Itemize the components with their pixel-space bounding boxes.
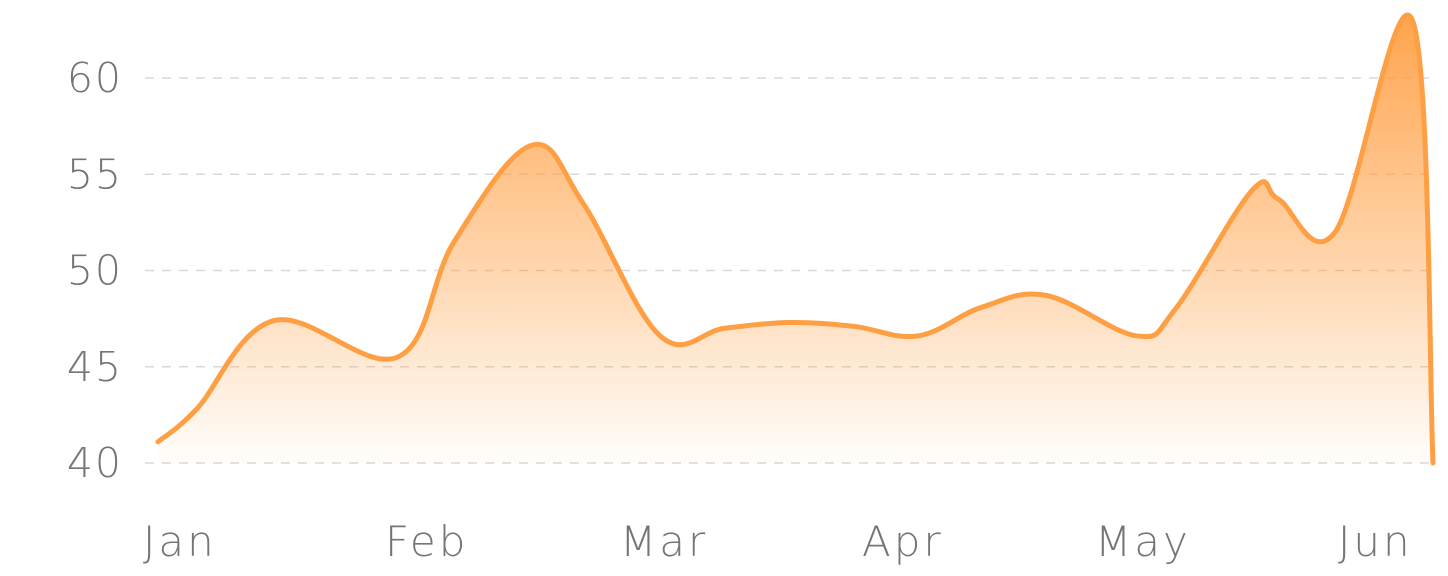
x-tick-label-jan: Jan [143,517,217,566]
series-point-19 [1409,17,1415,23]
series-point-3 [395,354,401,360]
x-tick-label-apr: Apr [862,517,944,566]
series-point-9 [786,319,792,325]
y-tick-label-55: 55 [67,150,123,198]
y-tick-label-60: 60 [67,54,123,102]
series-layer [155,12,1436,466]
series-point-10 [850,323,856,329]
series-point-16 [1250,187,1256,193]
series-line [155,12,1436,466]
series-point-14 [1134,333,1140,339]
series-point-1 [194,406,200,412]
series-point-11 [915,333,921,339]
series-point-12 [979,304,985,310]
y-axis-tick-labels: 40 45 50 55 60 [67,54,123,487]
x-tick-label-jun: Jun [1338,517,1413,566]
series-point-0 [155,439,161,445]
series-point-13 [1044,293,1050,299]
x-axis-tick-labels: Jan Feb Mar Apr May Jun [143,517,1413,566]
series-point-5 [528,142,534,148]
series-point-6 [580,200,586,206]
series-point-2 [271,318,277,324]
x-tick-label-feb: Feb [385,517,468,566]
x-tick-label-may: May [1095,517,1191,566]
series-point-20 [1430,460,1436,466]
y-tick-label-50: 50 [67,247,123,295]
x-tick-label-mar: Mar [620,517,708,566]
series-area-fill [158,15,1433,463]
y-tick-label-45: 45 [67,343,123,391]
series-point-7 [657,333,663,339]
series-point-8 [722,325,728,331]
y-tick-label-40: 40 [67,439,123,487]
series-point-17 [1275,196,1281,202]
series-point-4 [451,239,457,245]
series-point-15 [1172,306,1178,312]
series-point-18 [1332,229,1338,235]
